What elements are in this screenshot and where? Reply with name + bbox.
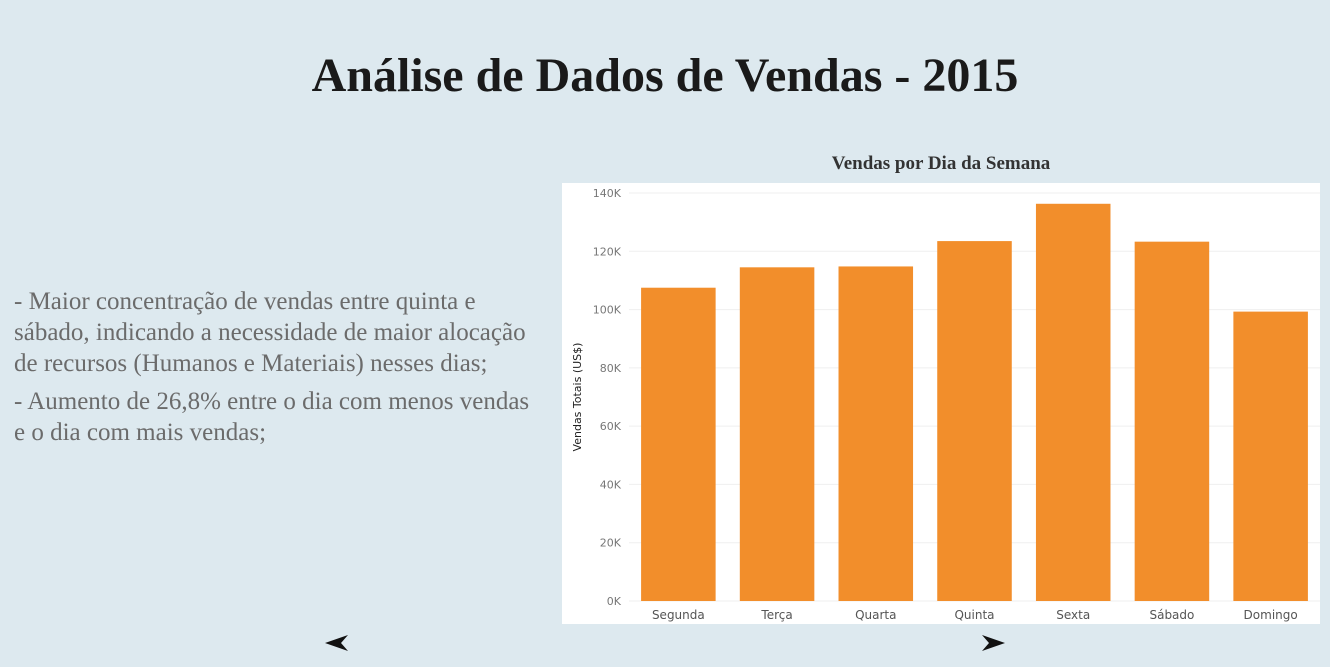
x-tick-label: Terça [760, 608, 792, 622]
x-tick-label: Sábado [1149, 608, 1194, 622]
left-arrow-icon[interactable] [321, 628, 351, 658]
y-tick-label: 100K [593, 304, 622, 317]
y-tick-label: 80K [600, 362, 622, 375]
bar [1233, 311, 1308, 601]
bar [838, 266, 914, 601]
chart-panel: 0K 20K 40K 60K 80K 100K 120K 140K Vendas Totais … [562, 183, 1320, 624]
chart-title: Vendas por Dia da Semana [831, 153, 1051, 174]
x-tick-label: Domingo [1244, 608, 1298, 622]
y-tick-label: 60K [600, 420, 622, 433]
y-tick-label: 120K [593, 245, 622, 258]
bar-chart: 0K 20K 40K 60K 80K 100K 120K 140K Vendas Totais … [571, 187, 1320, 622]
bar [1035, 203, 1111, 602]
x-tick-label: Sexta [1056, 608, 1090, 622]
bar [937, 241, 1012, 602]
bar [641, 287, 716, 601]
x-tick-label: Quarta [855, 608, 896, 622]
x-tick-label: Quinta [954, 608, 994, 622]
page-title: Análise de Dados de Vendas - 2015 [311, 49, 1019, 102]
y-tick-label: 20K [600, 537, 622, 550]
bar [739, 267, 815, 601]
right-arrow-icon[interactable] [979, 628, 1009, 658]
x-tick-label: Segunda [652, 608, 705, 622]
y-tick-label: 0K [607, 595, 622, 608]
insight-note: - Maior concentração de vendas entre qui… [14, 288, 526, 377]
insights-notes: - Maior concentração de vendas entre qui… [14, 286, 544, 455]
bar [1134, 241, 1210, 601]
y-axis-label: Vendas Totais (US$) [571, 343, 584, 452]
insight-note: - Aumento de 26,8% entre o dia com menos… [14, 388, 530, 446]
y-tick-label: 140K [593, 187, 622, 200]
y-tick-label: 40K [600, 478, 622, 491]
